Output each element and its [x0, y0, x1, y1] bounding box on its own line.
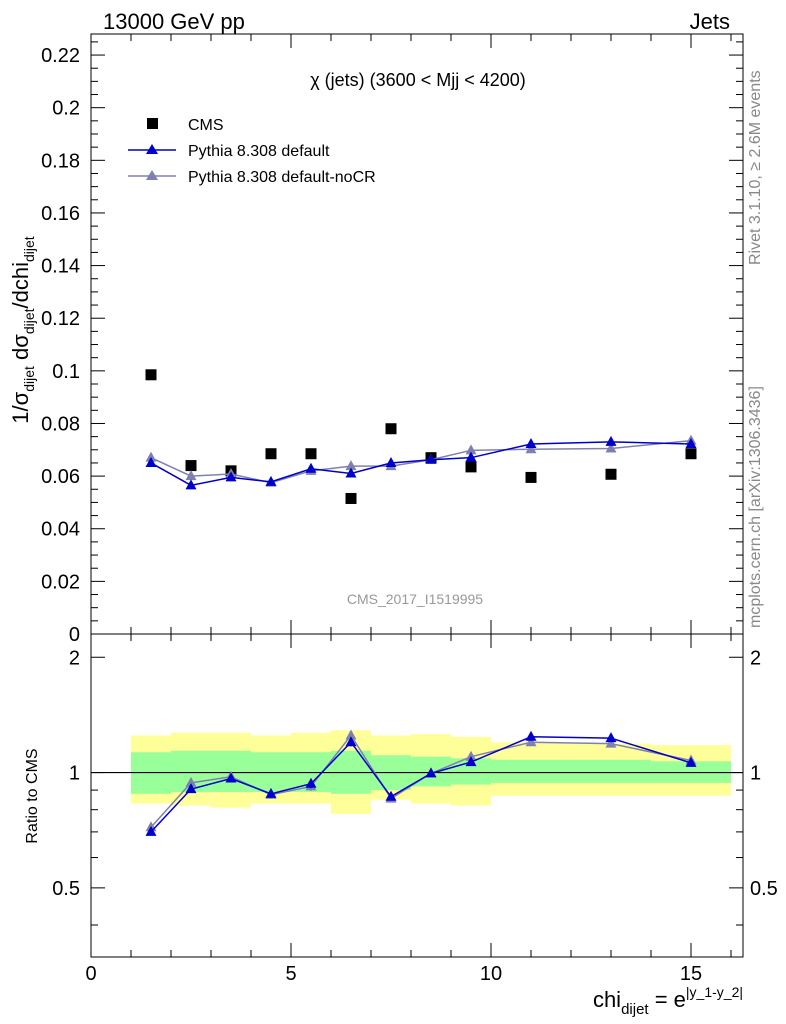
mc-data-point	[185, 470, 197, 481]
mc-data-point	[345, 467, 357, 478]
cms-data-point	[145, 369, 157, 381]
cms-data-point	[525, 471, 537, 483]
mc-data-point	[185, 479, 197, 490]
legend: CMS Pythia 8.308 default Pythia 8.308 de…	[128, 117, 376, 186]
ratio-data-point	[605, 737, 617, 748]
rivet-version-label: Rivet 3.1.10, ≥ 2.6M events	[747, 70, 764, 265]
legend-marker-cms	[147, 118, 158, 129]
series-line-main	[150, 439, 692, 484]
series-line-ratio	[150, 736, 692, 833]
ratio-data-point	[605, 732, 617, 743]
mc-data-point	[465, 444, 477, 455]
mc-data-point	[605, 435, 617, 446]
main-y-tick-label: 0.18	[41, 150, 80, 172]
mc-data-point	[305, 462, 317, 473]
ratio-data-point	[305, 777, 317, 788]
mc-data-point	[465, 451, 477, 462]
legend-label-cms: CMS	[188, 117, 224, 134]
mc-data-point	[265, 475, 277, 486]
ratio-data-point	[265, 787, 277, 798]
cms-data-point	[185, 460, 197, 472]
ratio-data-point	[465, 756, 477, 767]
x-axis-label: chidijet = e|y_1-y_2|	[593, 984, 743, 1018]
main-y-tick-label: 0.02	[41, 571, 80, 593]
mc-data-point	[145, 456, 157, 467]
ratio-y-axis-label: Ratio to CMS	[24, 748, 41, 843]
mc-data-point	[525, 438, 537, 448]
legend-marker-pythia-nocr	[146, 170, 158, 180]
mc-data-point	[525, 443, 537, 454]
ratio-data-point	[525, 736, 537, 747]
ratio-y-tick-label-right: 0.5	[750, 878, 778, 900]
ratio-band-inner	[491, 759, 571, 783]
ratio-y-tick-label-right: 2	[750, 647, 761, 669]
legend-label-pythia-nocr: Pythia 8.308 default-noCR	[188, 169, 376, 186]
ratio-data-point	[185, 776, 197, 787]
header-right-label: Jets	[690, 9, 730, 34]
main-y-tick-label: 0.22	[41, 45, 80, 67]
main-y-axis-label: 1/σdijet dσdijet/dchidijet	[8, 236, 37, 424]
main-panel-marks	[145, 369, 697, 504]
x-tick-label: 10	[480, 963, 502, 985]
main-y-tick-label: 0.16	[41, 203, 80, 225]
mc-data-point	[225, 471, 237, 482]
ratio-data-point	[685, 756, 697, 767]
mc-data-point	[145, 451, 157, 462]
legend-marker-pythia-default	[146, 144, 158, 154]
mc-data-point	[425, 453, 437, 464]
axes: 0 5 10 15 0 0.02 0.04 0.06 0.08 0.1 0.12 0.14 0.16 0.…	[41, 33, 778, 985]
mc-data-point	[605, 442, 617, 453]
ratio-y-tick-label-left: 0.5	[52, 878, 80, 900]
main-y-tick-label: 0.14	[41, 256, 80, 278]
main-y-tick-label: 0.12	[41, 308, 80, 330]
mc-data-point	[385, 456, 397, 467]
cms-data-point	[605, 468, 617, 480]
cms-data-point	[385, 423, 397, 435]
ratio-data-point	[345, 736, 357, 747]
ratio-data-point	[465, 750, 477, 761]
cms-data-point	[345, 492, 357, 504]
x-tick-label: 15	[680, 963, 702, 985]
main-y-tick-label: 0.1	[52, 361, 80, 383]
analysis-watermark: CMS_2017_I1519995	[347, 591, 483, 607]
ratio-data-point	[345, 729, 357, 740]
main-y-tick-label: 0.2	[52, 98, 80, 120]
main-y-tick-label: 0.08	[41, 413, 80, 435]
ratio-data-point	[425, 767, 437, 778]
ratio-y-tick-label-left: 2	[69, 647, 80, 669]
cms-data-point	[265, 448, 277, 460]
mc-data-point	[345, 460, 357, 471]
chart-title: χ (jets) (3600 < Mjj < 4200)	[310, 70, 526, 90]
ratio-y-tick-label-left: 1	[69, 763, 80, 785]
ratio-data-point	[225, 772, 237, 783]
main-y-tick-label: 0	[69, 624, 80, 646]
cms-data-point	[685, 448, 697, 460]
ratio-uncertainty-bands	[91, 730, 743, 814]
series-line-main	[150, 441, 692, 487]
legend-label-pythia-default: Pythia 8.308 default	[188, 143, 330, 160]
ratio-y-tick-label-right: 1	[750, 763, 761, 785]
x-tick-label: 0	[85, 963, 96, 985]
series-line-ratio	[150, 734, 692, 828]
main-y-tick-label: 0.04	[41, 519, 80, 541]
mc-data-point	[685, 438, 697, 448]
mcplots-source-label: mcplots.cern.ch [arXiv:1306.3436]	[747, 386, 764, 628]
header-left-label: 13000 GeV pp	[103, 9, 245, 34]
ratio-data-point	[185, 783, 197, 794]
cms-data-point	[465, 461, 477, 473]
main-y-tick-label: 0.06	[41, 466, 80, 488]
ratio-data-point	[525, 730, 537, 741]
ratio-panel-frame	[90, 633, 744, 958]
x-tick-label: 5	[285, 963, 296, 985]
cms-data-point	[305, 448, 317, 460]
ratio-panel-marks	[145, 729, 697, 836]
ratio-band-inner	[571, 759, 651, 783]
ratio-data-point	[385, 790, 397, 801]
ratio-data-point	[145, 825, 157, 836]
